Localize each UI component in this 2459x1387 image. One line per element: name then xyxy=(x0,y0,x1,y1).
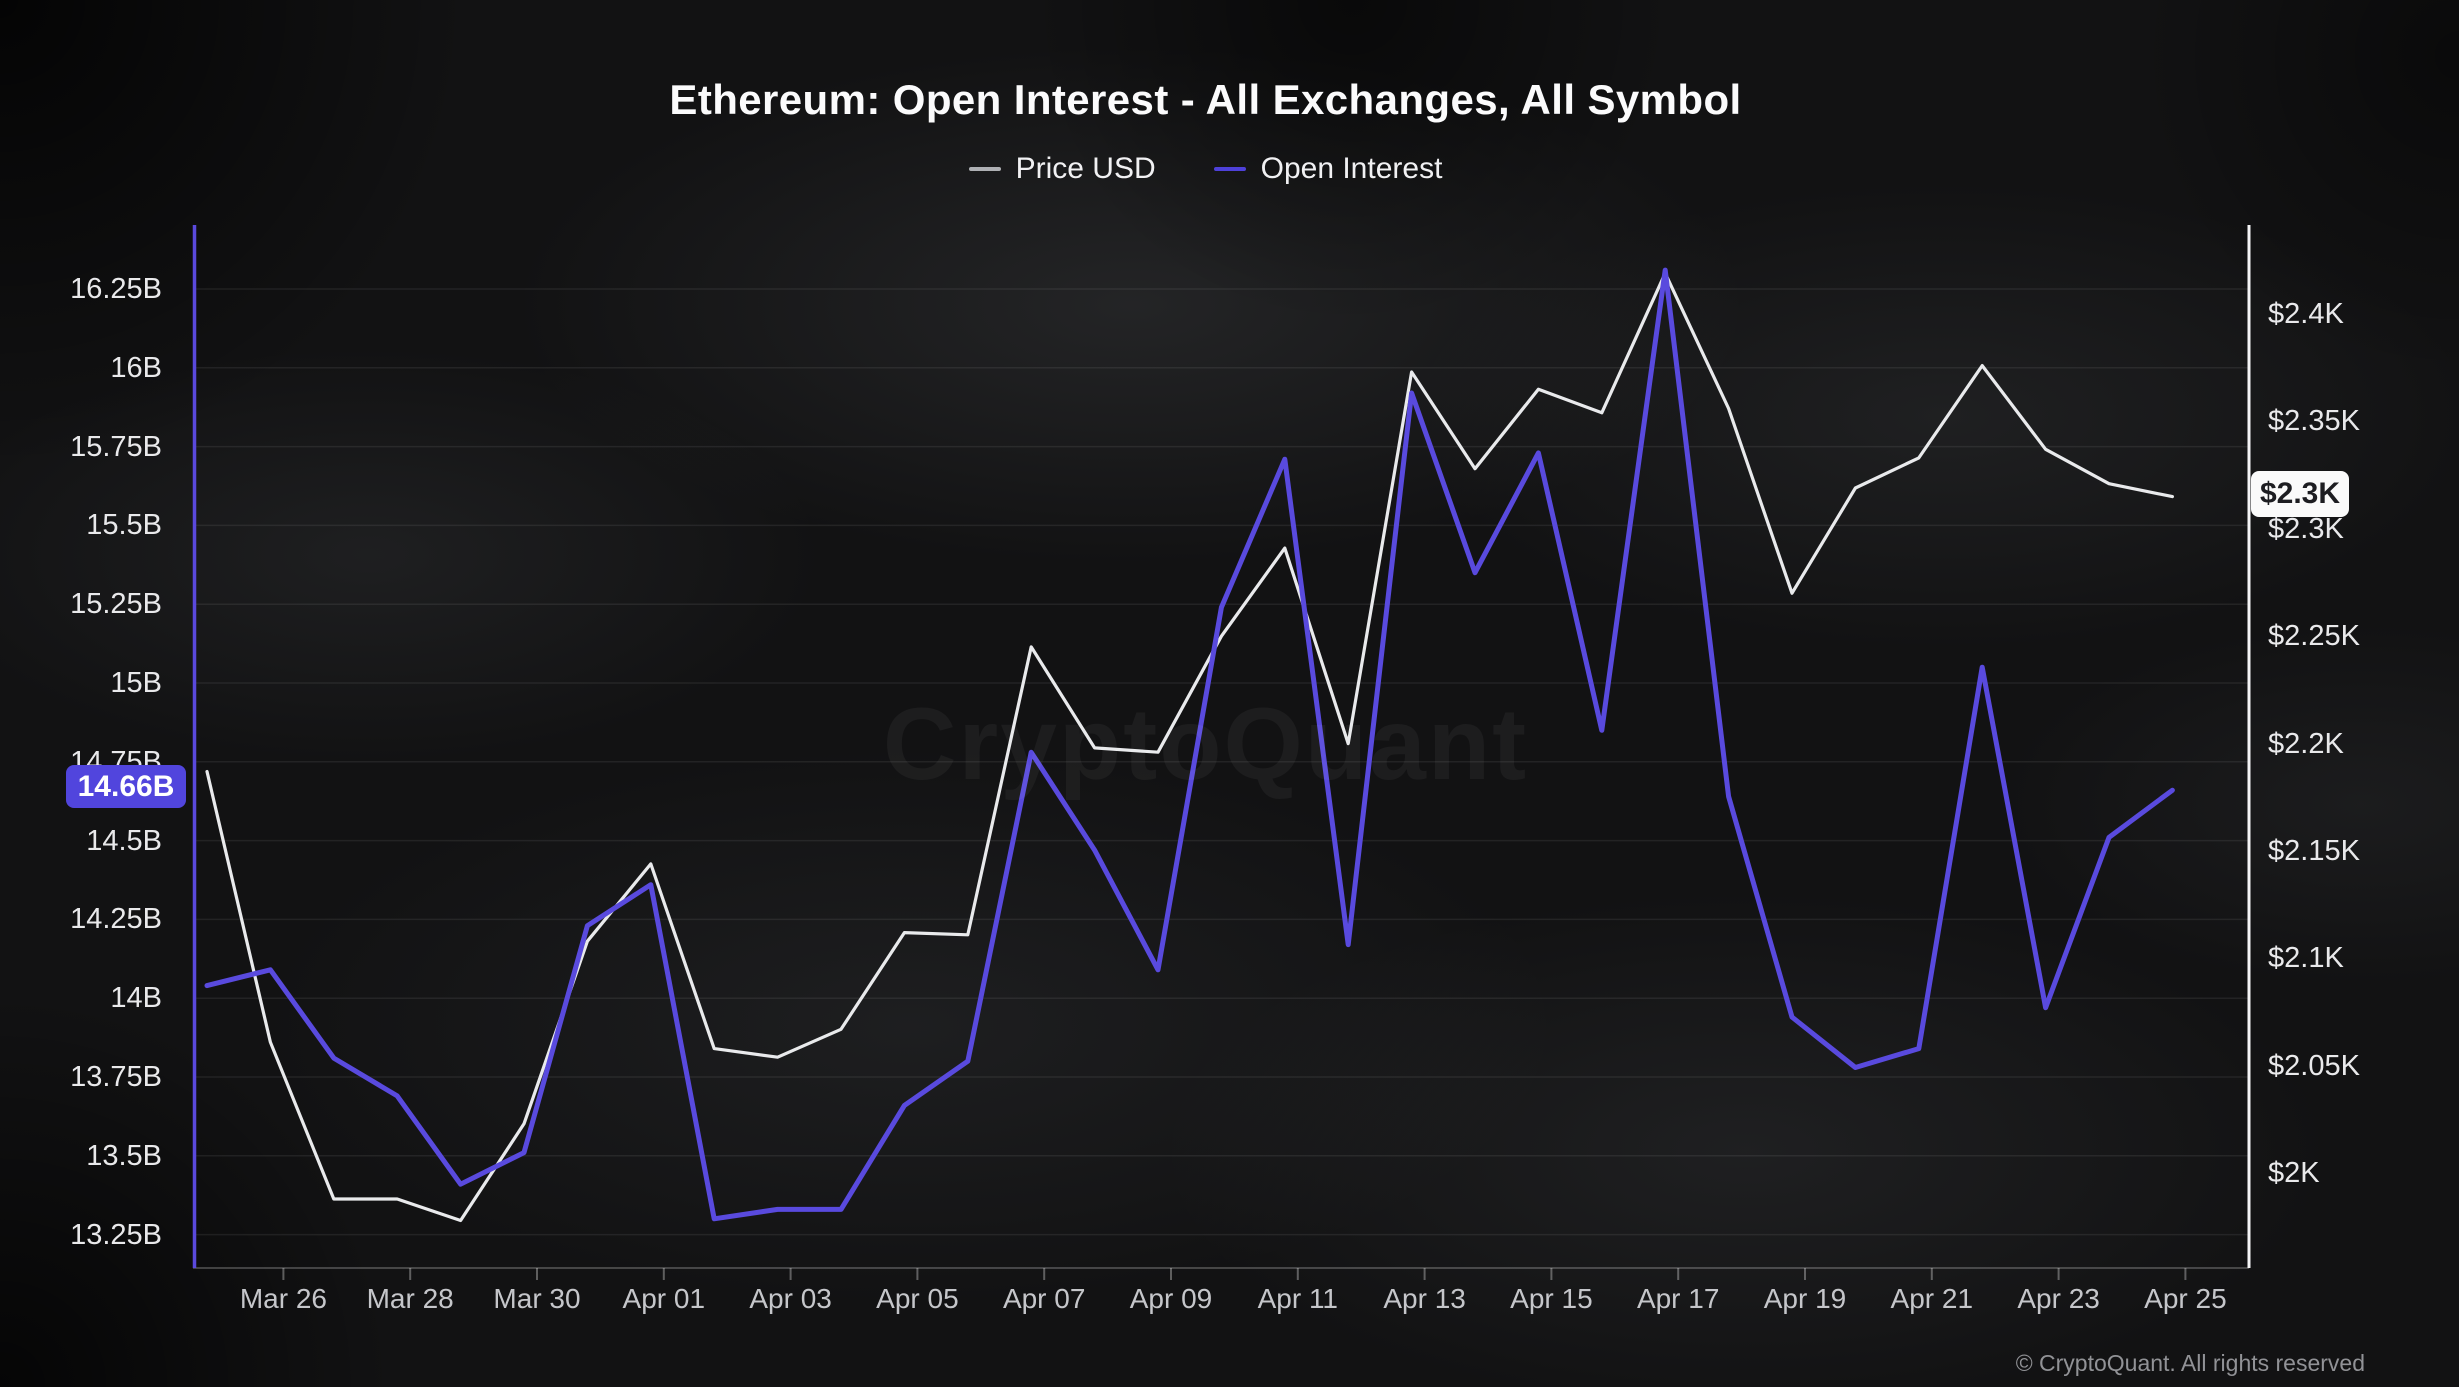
price-current-badge: $2.3K xyxy=(2251,471,2349,517)
x-axis-tick-label: Apr 17 xyxy=(1636,1283,1720,1314)
copyright-text: © CryptoQuant. All rights reserved xyxy=(2015,1350,2365,1376)
open-interest-line xyxy=(204,267,2175,1222)
left-axis-tick-label: 16.25B xyxy=(70,273,162,305)
x-axis-tick-label: Apr 09 xyxy=(1129,1283,1213,1314)
x-axis-tick-label: Apr 11 xyxy=(1257,1283,1339,1314)
chart-title: Ethereum: Open Interest - All Exchanges,… xyxy=(669,76,1742,123)
open-interest-current-badge: 14.66B xyxy=(66,765,186,808)
left-axis-tick-label: 15B xyxy=(110,667,162,699)
legend-item-price-usd[interactable]: Price USD xyxy=(968,152,1156,186)
right-axis-tick-label: $2.4K xyxy=(2268,298,2344,330)
left-axis-tick-label: 15.75B xyxy=(70,430,162,463)
x-axis-tick-label: Apr 13 xyxy=(1383,1283,1466,1314)
x-axis-tick-label: Apr 01 xyxy=(622,1283,706,1314)
x-axis-tick-label: Mar 30 xyxy=(493,1283,581,1314)
x-axis-tick-label: Apr 05 xyxy=(876,1283,959,1314)
x-axis-tick-label: Mar 26 xyxy=(239,1283,327,1314)
left-axis-tick-label: 13.75B xyxy=(70,1061,162,1093)
left-axis-tick-label: 13.5B xyxy=(86,1139,162,1172)
legend-label-open-interest: Open Interest xyxy=(1260,152,1443,185)
right-axis-tick-label: $2.35K xyxy=(2268,405,2360,438)
x-axis-tick-label: Apr 03 xyxy=(749,1283,832,1314)
x-axis-tick-label: Apr 15 xyxy=(1510,1283,1593,1314)
x-axis-tick-label: Apr 21 xyxy=(1890,1283,1974,1314)
legend: Price USD Open Interest xyxy=(0,152,2411,186)
open-interest-line-swatch-icon xyxy=(1213,167,1246,171)
legend-label-price-usd: Price USD xyxy=(1015,152,1156,185)
right-axis-tick-label: $2.3K xyxy=(2268,512,2344,545)
x-axis-tick-label: Apr 19 xyxy=(1763,1283,1847,1314)
right-axis-tick-label: $2.15K xyxy=(2268,835,2360,867)
x-axis-tick-label: Mar 28 xyxy=(366,1283,454,1314)
left-axis-tick-label: 16B xyxy=(110,351,162,384)
x-axis-tick-label: Apr 23 xyxy=(2017,1283,2100,1314)
x-axis-tick-label: Apr 25 xyxy=(2144,1283,2227,1314)
right-axis-tick-label: $2.2K xyxy=(2268,727,2344,760)
legend-item-open-interest[interactable]: Open Interest xyxy=(1213,152,1443,186)
right-axis-tick-label: $2.1K xyxy=(2268,942,2344,975)
left-axis-tick-label: 15.5B xyxy=(86,509,162,542)
x-axis-tick-label: Apr 07 xyxy=(1002,1283,1086,1314)
left-axis-tick-label: 14B xyxy=(110,982,162,1015)
left-axis-tick-label: 14.25B xyxy=(70,903,162,936)
right-axis-tick-label: $2.05K xyxy=(2268,1049,2360,1082)
right-axis-tick-label: $2K xyxy=(2268,1157,2320,1190)
left-axis-tick-label: 13.25B xyxy=(70,1218,162,1251)
right-axis-tick-label: $2.25K xyxy=(2268,620,2360,653)
price-usd-line xyxy=(205,271,2174,1223)
price-line-swatch-icon xyxy=(968,167,1001,171)
left-axis-tick-label: 14.5B xyxy=(86,824,162,857)
left-axis-tick-label: 15.25B xyxy=(70,588,162,621)
